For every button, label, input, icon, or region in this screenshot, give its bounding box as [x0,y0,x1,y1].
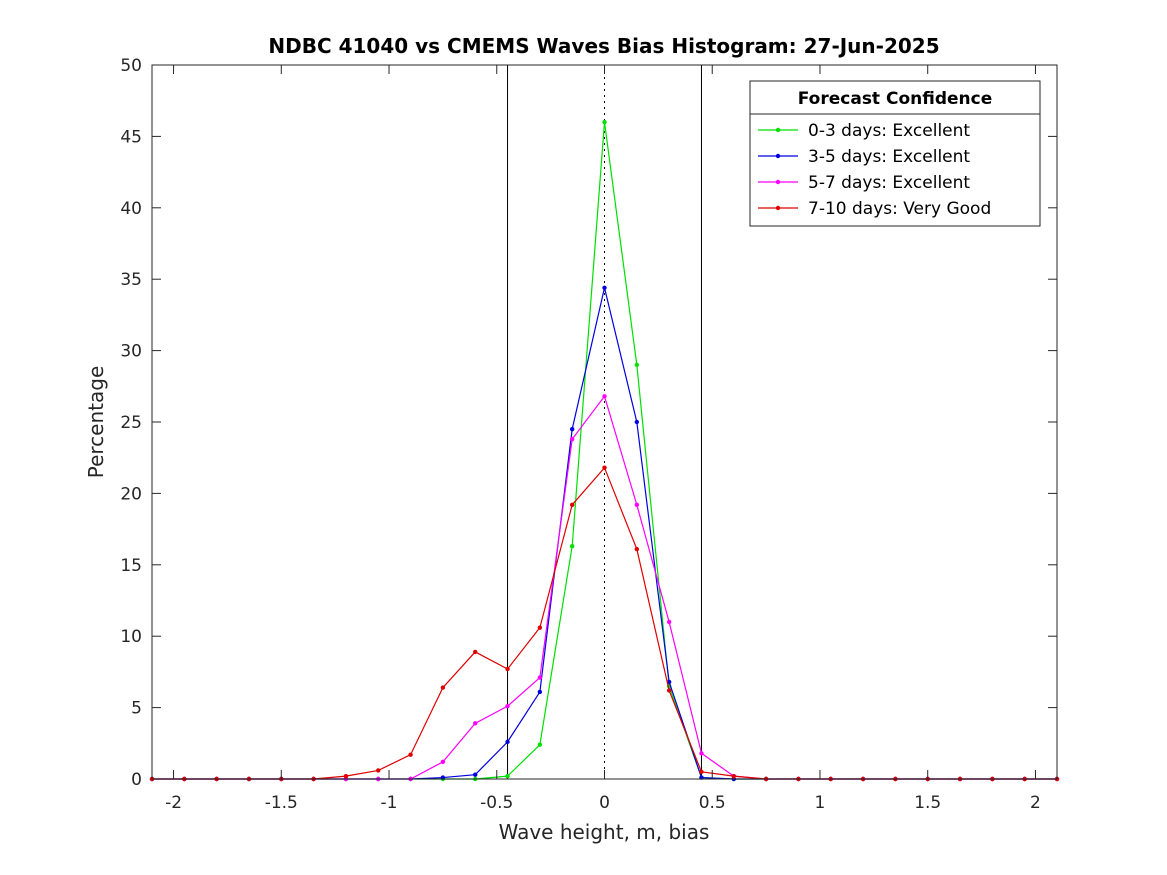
y-tick-label-1: 5 [131,699,142,719]
data-point-3-17 [699,769,704,775]
y-tick-label-10: 50 [120,56,142,76]
data-point-3-11 [505,666,510,672]
y-tick-label-9: 45 [120,127,142,147]
x-tick-label-5: 0.5 [699,793,726,813]
data-point-1-10 [473,772,478,777]
x-tick-label-6: 1 [815,793,826,813]
legend-item-2: 5-7 days: Excellent [758,173,970,193]
data-point-1-15 [634,419,640,425]
data-point-2-15 [634,502,640,508]
y-tick-label-8: 40 [120,199,142,219]
legend-label-1: 3-5 days: Excellent [808,147,970,167]
y-tick-label-4: 20 [120,484,142,504]
chart-title: NDBC 41040 vs CMEMS Waves Bias Histogram… [268,34,939,58]
y-tick-label-6: 30 [120,342,142,362]
data-point-0-14 [602,119,607,125]
data-point-1-14 [602,285,607,290]
legend-items: 0-3 days: Excellent 3-5 days: Excellent 5-… [758,121,991,219]
x-tick-label-1: -1.5 [265,793,298,813]
data-point-2-11 [505,703,510,709]
data-point-3-9 [440,685,446,690]
data-point-1-12 [537,689,543,695]
x-tick-label-4: 0 [599,793,610,813]
legend-marker-3 [775,205,781,211]
legend-item-3: 7-10 days: Very Good [758,199,991,219]
data-point-3-7 [376,768,381,773]
y-axis-label: Percentage [84,366,108,479]
data-point-2-17 [699,751,704,756]
data-point-3-16 [666,688,672,693]
y-tick-label-5: 25 [120,413,142,433]
legend-marker-1 [775,153,781,159]
x-tick-label-2: -1 [381,793,398,813]
legend-title: Forecast Confidence [798,89,993,109]
data-point-2-9 [440,759,446,765]
legend-label-0: 0-3 days: Excellent [808,121,970,141]
reference-lines [507,65,702,779]
legend-box [749,80,1041,227]
legend-marker-0 [775,127,781,133]
data-point-1-11 [505,739,510,745]
x-tick-label-0: -2 [165,793,182,813]
legend-label-2: 5-7 days: Excellent [808,173,970,193]
data-point-3-14 [602,465,607,470]
x-tick-label-7: 1.5 [914,793,941,813]
data-point-2-14 [602,394,607,399]
data-point-3-18 [731,773,736,779]
data-point-0-15 [634,362,640,368]
data-point-3-10 [473,649,478,655]
x-axis-label: Wave height, m, bias [499,820,710,844]
y-tick-label-3: 15 [120,556,142,576]
y-tick-label-2: 10 [120,627,142,647]
legend-item-1: 3-5 days: Excellent [758,147,970,167]
data-point-3-15 [634,546,640,552]
legend-item-0: 0-3 days: Excellent [758,121,970,141]
data-point-3-12 [537,625,543,630]
x-axis-ticks: -2 -1.5 -1 -0.5 0 0.5 1 1.5 2 [165,65,1041,813]
y-tick-label-7: 35 [120,270,142,290]
data-point-1-13 [569,426,575,432]
y-axis-ticks: 0 5 10 15 20 25 30 35 40 45 50 [120,56,1057,790]
y-tick-label-0: 0 [131,770,142,790]
legend-marker-2 [775,179,781,185]
data-point-2-13 [569,436,575,442]
data-point-0-11 [505,773,510,779]
data-point-3-6 [343,773,349,779]
data-point-3-13 [569,502,575,508]
x-tick-label-3: -0.5 [480,793,513,813]
data-point-2-16 [666,619,672,625]
data-point-2-12 [537,675,543,680]
legend-label-3: 7-10 days: Very Good [808,199,991,219]
data-point-2-10 [473,721,478,726]
data-point-0-13 [569,544,575,549]
legend: Forecast Confidence 0-3 days: Excellent 3… [749,80,1041,227]
data-point-0-12 [537,742,543,747]
data-point-3-8 [408,752,413,757]
x-tick-label-8: 2 [1030,793,1041,813]
